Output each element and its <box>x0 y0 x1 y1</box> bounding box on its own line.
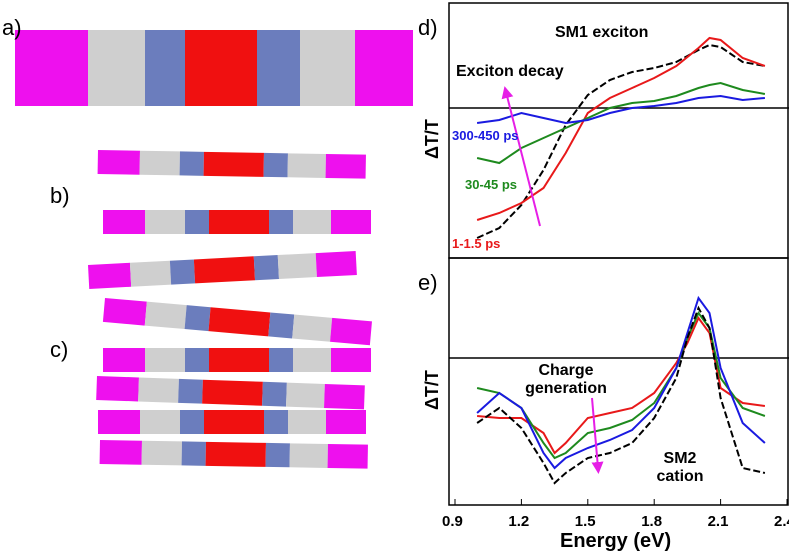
strip-segment <box>180 410 204 434</box>
y-axis-label: ΔT/T <box>422 119 443 159</box>
series-line <box>477 96 765 123</box>
strip-segment <box>130 261 171 287</box>
strip-segment <box>88 30 145 106</box>
strip-segment <box>145 30 185 106</box>
strip-segment <box>328 444 368 469</box>
strip-segment <box>88 263 131 289</box>
strip-segment <box>98 410 140 434</box>
figure: a) b) c) ΔT/T d) 0.9 1.2 1.5 1.8 2.1 2.4 Energy (eV… <box>0 0 789 556</box>
strip-segment <box>326 410 366 434</box>
strip-segment <box>170 259 195 284</box>
strip-segment <box>292 315 332 342</box>
strip-segment <box>293 210 331 234</box>
molecule-strip <box>15 30 413 106</box>
panel-label: c) <box>50 337 68 363</box>
x-tick-label: 0.9 <box>442 513 463 530</box>
strip-segment <box>264 410 288 434</box>
arrow <box>506 92 540 226</box>
molecule-strip <box>98 150 366 179</box>
panel-label: a) <box>2 15 22 41</box>
strip-segment <box>204 410 264 434</box>
strip-segment <box>185 305 211 331</box>
molecule-strip <box>88 251 357 289</box>
strip-segment <box>206 442 266 467</box>
strip-segment <box>331 210 371 234</box>
molecule-strip <box>96 376 365 409</box>
strip-segment <box>145 302 187 329</box>
strip-segment <box>209 348 269 372</box>
strip-segment <box>180 151 204 175</box>
panel-label: e) <box>418 270 438 296</box>
x-tick-label: 2.1 <box>708 513 729 530</box>
strip-segment <box>286 383 325 408</box>
strip-segment <box>204 152 264 177</box>
strip-segment <box>145 210 185 234</box>
panel-label: b) <box>50 183 70 209</box>
x-tick-label: 1.2 <box>508 513 529 530</box>
strip-segment <box>100 440 142 465</box>
strip-segment <box>355 30 413 106</box>
strip-segment <box>300 30 355 106</box>
strip-segment <box>194 256 255 283</box>
annotation: Charge generation <box>506 362 626 398</box>
series-label: 300-450 ps <box>452 128 519 143</box>
molecule-strip <box>103 210 371 234</box>
x-tick-label: 2.4 <box>774 513 789 530</box>
strip-segment <box>266 443 290 467</box>
series-label: SM2 cation <box>645 450 715 486</box>
strip-segment <box>268 312 294 338</box>
arrow <box>592 398 598 468</box>
molecule-strip <box>98 410 366 434</box>
y-axis-label: ΔT/T <box>422 370 443 410</box>
strip-segment <box>140 151 180 176</box>
strip-segment <box>103 348 145 372</box>
annotation: Exciton decay <box>456 63 564 81</box>
series-label: SM1 exciton <box>555 24 648 42</box>
strip-segment <box>98 150 140 175</box>
strip-segment <box>209 210 269 234</box>
strip-segment <box>262 382 287 407</box>
strip-segment <box>103 210 145 234</box>
strip-segment <box>269 348 293 372</box>
strip-segment <box>103 298 147 326</box>
series-label: 30-45 ps <box>465 177 517 192</box>
strip-segment <box>140 410 180 434</box>
strip-segment <box>138 377 179 402</box>
strip-segment <box>142 441 182 466</box>
strip-segment <box>185 348 209 372</box>
x-axis-label: Energy (eV) <box>560 530 671 553</box>
strip-segment <box>96 376 139 401</box>
strip-segment <box>185 30 257 106</box>
strip-segment <box>331 348 371 372</box>
panel-label: d) <box>418 15 438 41</box>
strip-segment <box>290 443 328 468</box>
series-label: 1-1.5 ps <box>452 236 500 251</box>
strip-segment <box>269 210 293 234</box>
strip-segment <box>278 253 317 279</box>
x-tick-label: 1.5 <box>575 513 596 530</box>
strip-segment <box>264 153 288 177</box>
strip-segment <box>254 255 279 280</box>
strip-segment <box>316 251 357 277</box>
molecule-strip <box>100 440 368 469</box>
strip-segment <box>288 153 326 178</box>
strip-segment <box>178 379 203 404</box>
strip-segment <box>202 380 263 406</box>
strip-segment <box>257 30 300 106</box>
strip-segment <box>326 154 366 179</box>
strip-segment <box>182 441 206 465</box>
molecule-strip <box>103 298 372 345</box>
strip-segment <box>293 348 331 372</box>
strip-segment <box>324 384 365 409</box>
strip-segment <box>288 410 326 434</box>
strip-segment <box>185 210 209 234</box>
strip-segment <box>145 348 185 372</box>
strip-segment <box>330 318 372 345</box>
strip-segment <box>15 30 88 106</box>
molecule-strip <box>103 348 371 372</box>
strip-segment <box>209 307 271 336</box>
x-tick-label: 1.8 <box>641 513 662 530</box>
